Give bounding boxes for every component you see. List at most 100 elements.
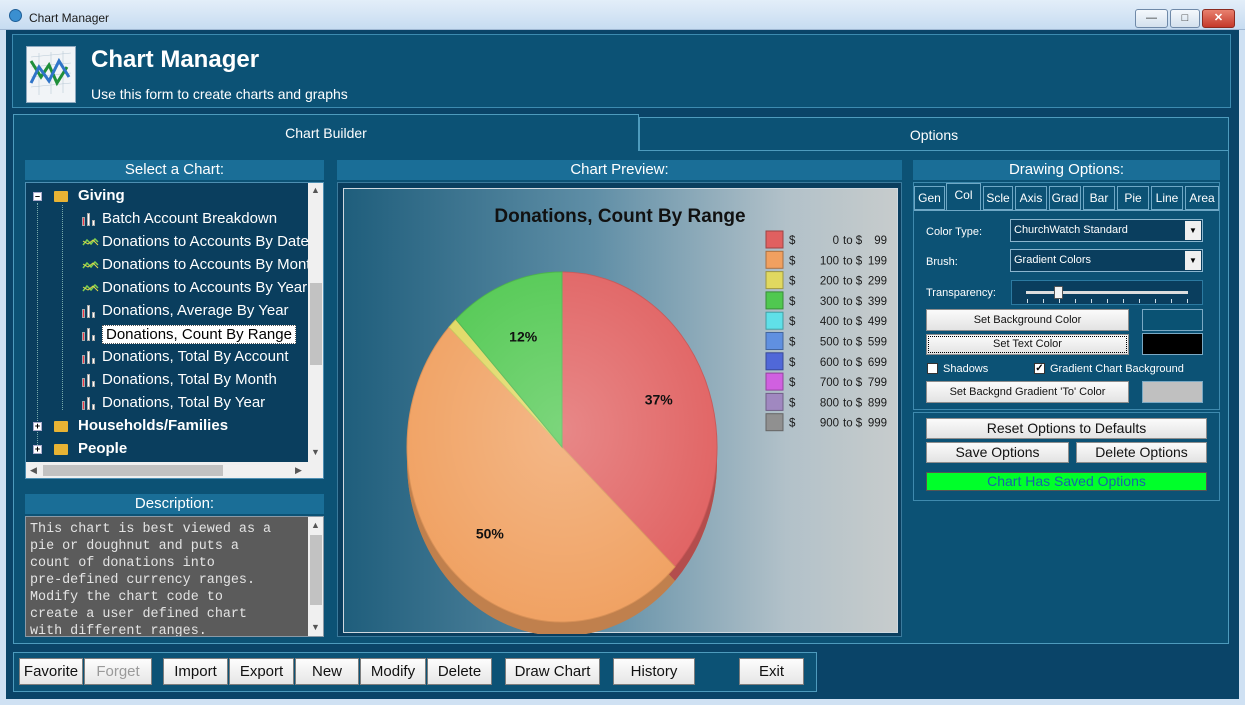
- minimize-button[interactable]: —: [1135, 9, 1168, 28]
- brush-select[interactable]: Gradient Colors ▼: [1010, 249, 1203, 272]
- scroll-thumb[interactable]: [43, 465, 223, 476]
- background-color-swatch[interactable]: [1142, 309, 1203, 331]
- header-banner: [12, 34, 1231, 108]
- maximize-button[interactable]: □: [1170, 9, 1200, 28]
- tree-item[interactable]: Donations to Accounts By Month: [26, 254, 319, 276]
- option-tab-axis[interactable]: Axis: [1015, 186, 1047, 210]
- tree-node-label: People: [78, 440, 128, 457]
- exit-button[interactable]: Exit: [739, 658, 804, 685]
- chevron-down-icon[interactable]: ▼: [1185, 221, 1201, 240]
- legend-text: 799: [868, 377, 887, 389]
- brush-value: Gradient Colors: [1014, 254, 1092, 266]
- shadows-checkbox[interactable]: [927, 363, 938, 374]
- option-tab-line[interactable]: Line: [1151, 186, 1183, 210]
- line-chart-icon: [82, 281, 99, 293]
- tree-item[interactable]: Donations, Total By Month: [26, 369, 308, 391]
- save-options-button[interactable]: Save Options: [926, 442, 1069, 463]
- chevron-down-icon[interactable]: ▼: [1185, 251, 1201, 270]
- slider-tick: [1155, 299, 1156, 303]
- scroll-right-icon[interactable]: ▶: [291, 463, 306, 478]
- chart-tree[interactable]: – Giving Batch Account Breakdown Donation…: [25, 182, 324, 479]
- legend-text: $: [789, 235, 796, 247]
- drawing-options-panel: [913, 182, 1220, 410]
- legend-swatch: [765, 413, 784, 432]
- description-textbox[interactable]: This chart is best viewed as a pie or do…: [25, 516, 324, 637]
- tree-item[interactable]: Donations, Count By Range: [26, 323, 308, 345]
- collapse-icon[interactable]: –: [33, 191, 42, 201]
- description-scrollbar[interactable]: ▲ ▼: [308, 517, 323, 636]
- option-tab-gen[interactable]: Gen: [914, 186, 945, 210]
- set-gradient-to-color-button[interactable]: Set Backgnd Gradient 'To' Color: [926, 381, 1129, 403]
- tab-options[interactable]: Options: [639, 117, 1229, 151]
- color-type-select[interactable]: ChurchWatch Standard ▼: [1010, 219, 1203, 242]
- new-button[interactable]: New: [295, 658, 359, 685]
- legend-text: to $: [843, 255, 863, 267]
- close-button[interactable]: ✕: [1202, 9, 1235, 28]
- text-color-swatch[interactable]: [1142, 333, 1203, 355]
- tree-node-people[interactable]: + People: [26, 438, 311, 460]
- tree-item[interactable]: Donations, Total By Account: [26, 346, 308, 368]
- option-tab-col[interactable]: Col: [946, 183, 981, 211]
- tree-node-giving[interactable]: – Giving: [26, 185, 311, 207]
- description-heading: Description:: [25, 494, 324, 514]
- history-button[interactable]: History: [613, 658, 695, 685]
- legend-text: $: [789, 337, 796, 349]
- legend-text: 0: [833, 235, 839, 247]
- tree-item-label: Donations, Total By Month: [102, 371, 277, 388]
- bar-chart-icon: [82, 350, 98, 364]
- legend-text: to $: [843, 296, 863, 308]
- tree-node-households[interactable]: + Households/Families: [26, 415, 311, 437]
- shadows-label: Shadows: [943, 363, 989, 375]
- gradient-background-checkbox[interactable]: ✓: [1034, 363, 1045, 374]
- scroll-up-icon[interactable]: ▲: [308, 518, 323, 533]
- tree-item[interactable]: Donations to Accounts By Date: [26, 231, 309, 253]
- set-text-color-button[interactable]: Set Text Color: [926, 334, 1129, 355]
- set-background-color-button[interactable]: Set Background Color: [926, 309, 1129, 331]
- tree-item[interactable]: Batch Account Breakdown: [26, 208, 308, 230]
- legend-text: 800: [820, 397, 839, 409]
- option-tab-grad[interactable]: Grad: [1049, 186, 1081, 210]
- tree-item-label: Donations, Average By Year: [102, 302, 289, 319]
- chart-preview-heading: Chart Preview:: [337, 160, 902, 180]
- legend-text: to $: [843, 418, 863, 430]
- bar-chart-icon: [82, 304, 98, 318]
- draw-chart-button[interactable]: Draw Chart: [505, 658, 600, 685]
- import-button[interactable]: Import: [163, 658, 228, 685]
- scroll-down-icon[interactable]: ▼: [308, 620, 323, 635]
- tree-horizontal-scrollbar[interactable]: ◀ ▶: [26, 462, 323, 478]
- option-tab-scle[interactable]: Scle: [983, 186, 1013, 210]
- reset-options-button[interactable]: Reset Options to Defaults: [926, 418, 1207, 439]
- legend-text: $: [789, 377, 796, 389]
- option-tab-area[interactable]: Area: [1185, 186, 1219, 210]
- delete-button[interactable]: Delete: [427, 658, 492, 685]
- delete-options-button[interactable]: Delete Options: [1076, 442, 1207, 463]
- scroll-thumb[interactable]: [310, 535, 322, 605]
- gradient-to-color-swatch[interactable]: [1142, 381, 1203, 403]
- favorite-button[interactable]: Favorite: [19, 658, 83, 685]
- chart-preview: Donations, Count By Range 37% 50% 12% $0 to…: [343, 188, 898, 634]
- legend-text: to $: [843, 276, 863, 288]
- scroll-down-icon[interactable]: ▼: [308, 445, 323, 460]
- scroll-left-icon[interactable]: ◀: [26, 463, 41, 478]
- tree-item[interactable]: Donations, Total By Year: [26, 392, 308, 414]
- tree-item[interactable]: Donations, Average By Year: [26, 300, 308, 322]
- tree-item[interactable]: Donations to Accounts By Year: [26, 277, 308, 299]
- window-title-bar[interactable]: [0, 0, 1245, 30]
- tab-chart-builder[interactable]: Chart Builder: [13, 114, 639, 151]
- slider-thumb[interactable]: [1054, 286, 1063, 299]
- option-tab-pie[interactable]: Pie: [1117, 186, 1149, 210]
- slider-track: [1026, 291, 1188, 294]
- export-button[interactable]: Export: [229, 658, 294, 685]
- tree-vertical-scrollbar[interactable]: ▲ ▼: [308, 183, 323, 462]
- legend-text: $: [789, 397, 796, 409]
- option-tab-bar[interactable]: Bar: [1083, 186, 1115, 210]
- forget-button[interactable]: Forget: [84, 658, 152, 685]
- modify-button[interactable]: Modify: [360, 658, 426, 685]
- expand-icon[interactable]: +: [33, 421, 42, 431]
- legend-text: 299: [868, 276, 887, 288]
- expand-icon[interactable]: +: [33, 444, 42, 454]
- legend-text: 300: [820, 296, 839, 308]
- scroll-thumb[interactable]: [310, 283, 322, 365]
- scroll-up-icon[interactable]: ▲: [308, 183, 323, 198]
- pie-sheen: [407, 272, 717, 622]
